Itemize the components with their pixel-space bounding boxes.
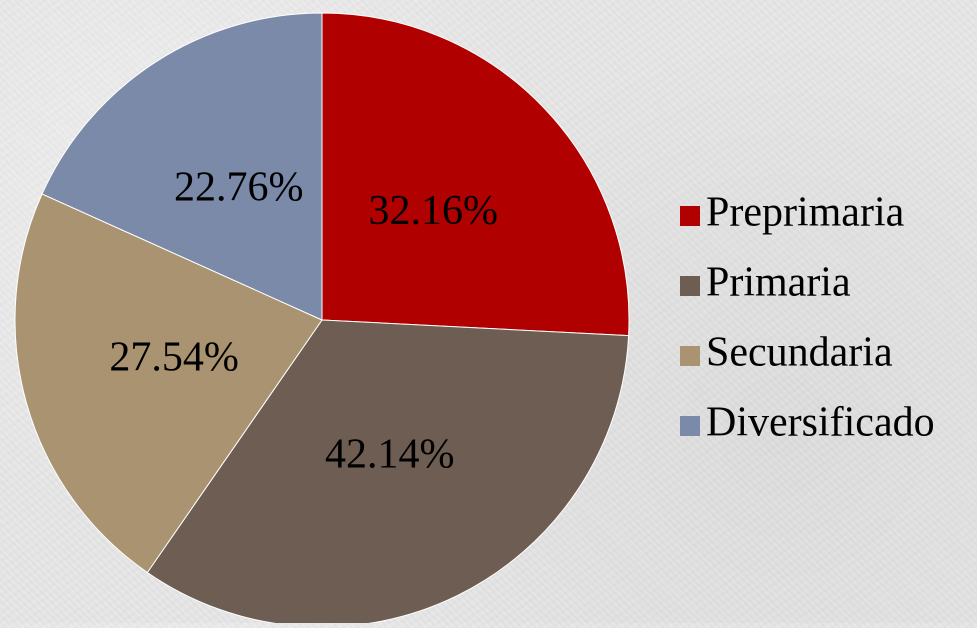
legend-label-preprimaria: Preprimaria (706, 190, 905, 236)
legend-swatch-secundaria (680, 346, 700, 366)
pie-slice-primaria (146, 319, 630, 628)
pie-slices (14, 12, 630, 628)
legend-label-secundaria: Secundaria (706, 330, 893, 376)
data-label-secundaria: 27.54% (109, 335, 239, 381)
legend-swatch-preprimaria (680, 206, 700, 226)
data-label-primaria: 42.14% (325, 431, 455, 477)
legend-item-diversificado: Diversificado (680, 400, 935, 446)
data-label-diversificado: 22.76% (174, 165, 304, 211)
legend-label-diversificado: Diversificado (706, 400, 935, 446)
legend-label-primaria: Primaria (706, 260, 851, 306)
legend-item-primaria: Primaria (680, 260, 851, 306)
legend-swatch-primaria (680, 276, 700, 296)
legend-item-secundaria: Secundaria (680, 330, 893, 376)
pie-data-labels: 32.16% 42.14% 27.54% 22.76% (109, 165, 498, 478)
data-label-preprimaria: 32.16% (369, 188, 499, 234)
legend-swatch-diversificado (680, 416, 700, 436)
pie-slice-diversificado (41, 12, 323, 321)
pie-slice-secundaria (14, 193, 323, 574)
legend-item-preprimaria: Preprimaria (680, 190, 905, 236)
pie-slice-preprimaria (321, 12, 630, 337)
chart-legend: Preprimaria Primaria Secundaria Diversifica… (680, 190, 935, 446)
